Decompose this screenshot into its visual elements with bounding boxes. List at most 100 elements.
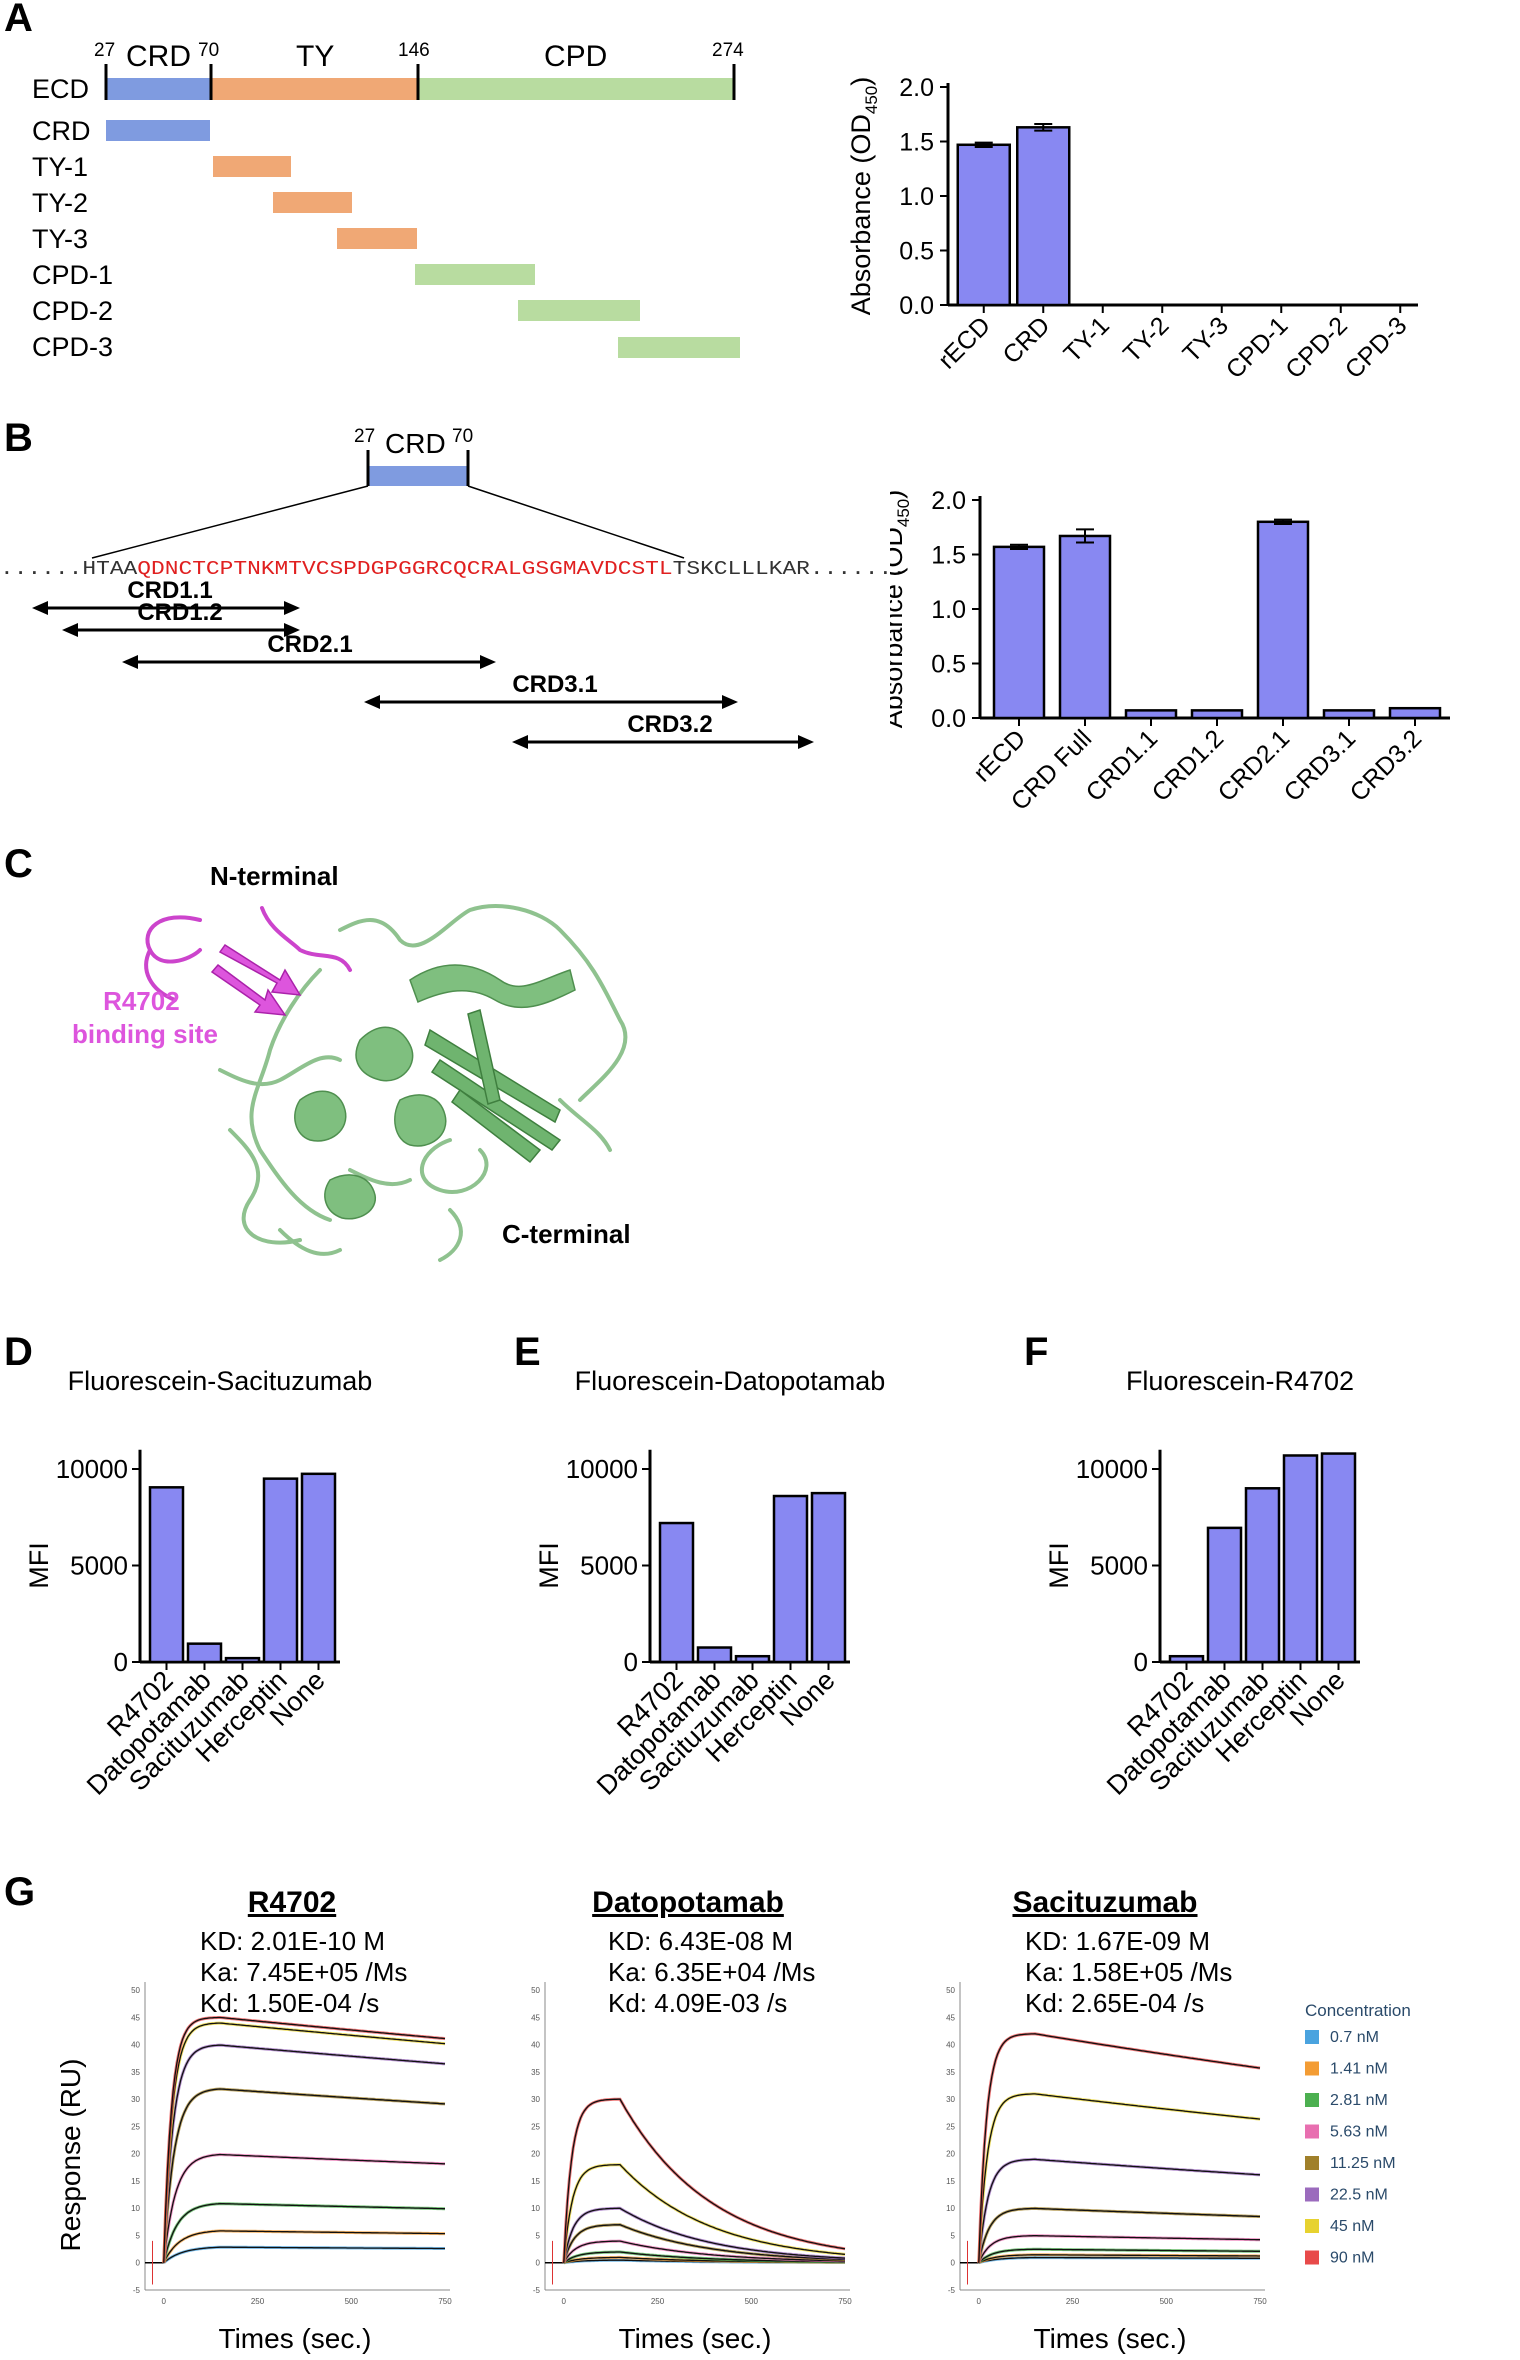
legend-swatch xyxy=(1305,2187,1319,2202)
peptide-arrow-head xyxy=(480,655,496,669)
n-terminal-label: N-terminal xyxy=(210,861,339,891)
y-tick-label: 35 xyxy=(946,2068,955,2077)
fragment-label: CPD-3 xyxy=(32,332,113,360)
sensorgram-fit xyxy=(563,2224,846,2263)
ecd-ty-segment xyxy=(211,78,418,100)
bar xyxy=(1016,126,1071,307)
domain-map: ECD 27 CRD 70 TY 146 CPD 274 CRD TY-1 TY… xyxy=(32,40,744,360)
peptide-arrow-head xyxy=(32,601,48,615)
x-tick-label: CRD3.2 xyxy=(1345,724,1428,807)
fragment-bar-ty3 xyxy=(337,228,417,249)
legend-label: 45 nM xyxy=(1330,2218,1374,2235)
y-axis-label-sub: 450 xyxy=(894,499,913,527)
chart-title: Fluorescein-Sacituzumab xyxy=(68,1366,373,1396)
y-tick-label: 0 xyxy=(624,1647,638,1677)
peptide-label: CRD3.2 xyxy=(627,711,712,738)
bar xyxy=(186,1642,223,1664)
sensorgram-fit xyxy=(163,2202,445,2263)
x-tick-label: CRD2.1 xyxy=(1213,724,1296,807)
peptide-arrow-head xyxy=(364,695,380,709)
y-tick-label: 40 xyxy=(946,2041,955,2050)
ecd-region-cpd: CPD xyxy=(544,40,607,73)
bar xyxy=(1124,709,1178,720)
fragment-bar-cpd3 xyxy=(618,337,740,358)
ecd-label: ECD xyxy=(32,74,89,104)
sensorgram-fit xyxy=(978,2158,1261,2263)
x-tick-label: CPD-2 xyxy=(1280,311,1353,384)
panel-letter-e: E xyxy=(514,1330,541,1374)
kdiss-value: Kd: 4.09E-03 /s xyxy=(608,1988,787,2018)
fragment-label: CRD xyxy=(32,116,91,146)
protein-structure: N-terminal C-terminal R4702 binding site xyxy=(72,861,631,1262)
peptide-label: CRD1.2 xyxy=(137,599,222,626)
sensorgram-fit xyxy=(163,2022,446,2263)
y-tick-label: 40 xyxy=(131,2041,140,2050)
fragment-label: CPD-2 xyxy=(32,296,113,326)
y-tick-label: 5 xyxy=(136,2231,141,2240)
binding-site-label-line1: R4702 xyxy=(103,986,180,1016)
fragment-label: TY-2 xyxy=(32,188,88,218)
x-tick-label: CRD1.1 xyxy=(1081,724,1164,807)
legend-swatch xyxy=(1305,2219,1319,2233)
x-tick-label: 750 xyxy=(1253,2297,1267,2306)
sensorgram-fit xyxy=(163,2153,445,2263)
y-tick-label: 5 xyxy=(536,2231,541,2240)
y-tick-label: 0 xyxy=(136,2259,141,2268)
crd-bar xyxy=(368,466,468,486)
sensorgram-fit xyxy=(978,2033,1261,2263)
sensorgram-curve xyxy=(977,2032,1261,2263)
y-tick-label: 30 xyxy=(531,2095,540,2104)
peptide-arrow-head xyxy=(722,695,738,709)
sensorgram-curve xyxy=(162,2016,446,2263)
y-axis-label-close: ) xyxy=(846,77,876,86)
chart-a-absorbance: 0.0 0.5 1.0 1.5 2.0 Absorbance (OD450) rECD CRD… xyxy=(846,74,1418,384)
x-tick-label: CRD1.2 xyxy=(1147,724,1230,807)
sensorgram-title: Datopotamab xyxy=(592,1886,784,1919)
x-tick-label: 500 xyxy=(745,2297,759,2306)
y-tick-label: 10000 xyxy=(1076,1454,1148,1484)
bar xyxy=(1282,1454,1319,1664)
ka-value: Ka: 1.58E+05 /Ms xyxy=(1025,1957,1232,1987)
y-tick-label: -5 xyxy=(133,2286,141,2295)
y-tick-label: 2.0 xyxy=(899,74,934,102)
y-tick-label: 1.5 xyxy=(899,129,934,157)
y-tick-label: 20 xyxy=(946,2150,955,2159)
binding-site-label-line2: binding site xyxy=(72,1019,218,1049)
sensorgram-fit xyxy=(978,2235,1260,2263)
y-axis-label: Absorbance (OD450) xyxy=(890,490,913,728)
y-tick-label: 30 xyxy=(946,2095,955,2104)
y-tick-label: 10 xyxy=(131,2204,140,2213)
x-tick-label: rECD xyxy=(968,724,1031,787)
bar xyxy=(1190,709,1244,720)
chart-f-mfi: Fluorescein-R47020500010000MFIR4702Datop… xyxy=(1044,1366,1360,1801)
sensorgram-fit xyxy=(978,2254,1260,2264)
peptide-arrow-head xyxy=(284,601,300,615)
chart-e-mfi: Fluorescein-Datopotamab0500010000MFIR470… xyxy=(534,1366,886,1801)
y-tick-label: 0 xyxy=(951,2259,956,2268)
chart-title: Fluorescein-Datopotamab xyxy=(575,1366,886,1396)
kd-value: KD: 6.43E-08 M xyxy=(608,1926,793,1956)
kdiss-value: Kd: 1.50E-04 /s xyxy=(200,1988,379,2018)
ecd-pos-70: 70 xyxy=(198,40,219,61)
x-tick-label: 0 xyxy=(162,2297,167,2306)
legend-swatch xyxy=(1305,2124,1319,2139)
legend-swatch xyxy=(1305,2061,1319,2076)
kd-value: KD: 1.67E-09 M xyxy=(1025,1926,1210,1956)
bar xyxy=(1168,1654,1205,1664)
crd-start-pos: 27 xyxy=(354,426,375,447)
zoom-line-left xyxy=(91,485,369,559)
chart-title: Fluorescein-R4702 xyxy=(1126,1366,1354,1396)
y-tick-label: 40 xyxy=(531,2041,540,2050)
sensorgram-title: R4702 xyxy=(248,1886,336,1919)
x-axis-label: Times (sec.) xyxy=(219,2323,372,2354)
y-tick-label: 5000 xyxy=(1090,1551,1148,1581)
peptide-arrow-head xyxy=(512,735,528,749)
bar xyxy=(772,1494,809,1664)
y-tick-label: 45 xyxy=(946,2013,955,2022)
crd-label: CRD xyxy=(385,428,446,459)
x-tick-label: 250 xyxy=(251,2297,265,2306)
ecd-pos-146: 146 xyxy=(398,40,430,61)
protein-strands xyxy=(424,1009,562,1164)
bar xyxy=(1244,1487,1281,1664)
